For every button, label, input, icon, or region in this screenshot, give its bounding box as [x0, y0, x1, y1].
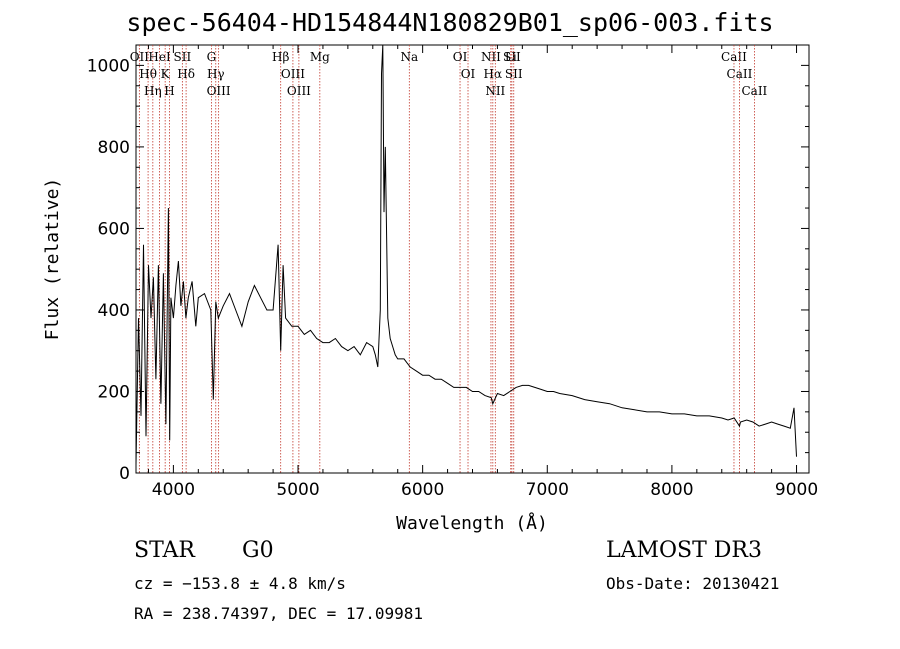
line-marker-label: NII — [485, 84, 505, 98]
coordinates: RA = 238.74397, DEC = 17.09981 — [134, 604, 423, 623]
obs-date: Obs-Date: 20130421 — [606, 574, 780, 593]
line-marker-label: Na — [400, 50, 418, 64]
line-marker-label: Li — [505, 50, 517, 64]
line-marker-label: SII — [174, 50, 192, 64]
line-marker-label: OI — [453, 50, 468, 64]
line-marker-label: Hα — [484, 67, 503, 81]
object-subclass: G0 — [242, 538, 274, 563]
line-marker-label: HeI — [148, 50, 171, 64]
line-marker-label: CaII — [721, 50, 747, 64]
x-tick-label: 5000 — [276, 480, 319, 500]
survey-name: LAMOST DR3 — [606, 538, 762, 563]
line-marker-label: CaII — [741, 84, 767, 98]
line-marker-label: Hη — [144, 84, 162, 98]
y-axis-label: Flux (relative) — [42, 178, 63, 341]
y-tick-label: 0 — [119, 464, 130, 484]
line-marker-label: Mg — [310, 50, 330, 64]
line-marker-label: OIII — [281, 67, 305, 81]
plot-frame — [135, 44, 810, 474]
line-marker-label: K — [161, 67, 171, 81]
y-tick-label: 600 — [98, 219, 130, 239]
x-tick-label: 4000 — [152, 480, 195, 500]
line-marker-label: OIII — [287, 84, 311, 98]
y-tick-label: 1000 — [87, 56, 130, 76]
line-marker-label: NII — [481, 50, 501, 64]
line-marker-label: SII — [503, 50, 521, 64]
line-marker-label: OII — [130, 50, 150, 64]
y-tick-label: 400 — [98, 301, 130, 321]
x-axis-label: Wavelength (Å) — [396, 512, 548, 534]
line-marker-label: Hδ — [177, 67, 195, 81]
line-marker-label: CaII — [727, 67, 753, 81]
y-tick-label: 800 — [98, 138, 130, 158]
spectrum-line — [135, 44, 797, 465]
redshift-cz: cz = −153.8 ± 4.8 km/s — [134, 574, 346, 593]
line-marker-label: SII — [505, 67, 523, 81]
line-marker-label: Hβ — [272, 50, 289, 64]
line-marker-label: Hγ — [207, 67, 225, 81]
line-marker-label: OI — [461, 67, 476, 81]
object-class: STAR — [134, 538, 195, 563]
chart-title: spec-56404-HD154844N180829B01_sp06-003.f… — [126, 8, 774, 37]
x-tick-label: 6000 — [401, 480, 444, 500]
line-marker-label: G — [207, 50, 217, 64]
line-marker-label: OIII — [207, 84, 231, 98]
x-tick-label: 8000 — [650, 480, 693, 500]
x-tick-label: 9000 — [775, 480, 818, 500]
y-tick-label: 200 — [98, 382, 130, 402]
line-markers: OII Hθ Hη HeI KH SII Hδ G Hγ OIII Hβ OIII OIII Mg Na OI… — [130, 45, 768, 473]
x-tick-label: 7000 — [526, 480, 569, 500]
line-marker-label: H — [164, 84, 174, 98]
line-marker-label: Hθ — [139, 67, 157, 81]
axis-ticks: 4000 5000 6000 7000 8000 9000 0 200 400 600 800 100… — [87, 45, 818, 500]
